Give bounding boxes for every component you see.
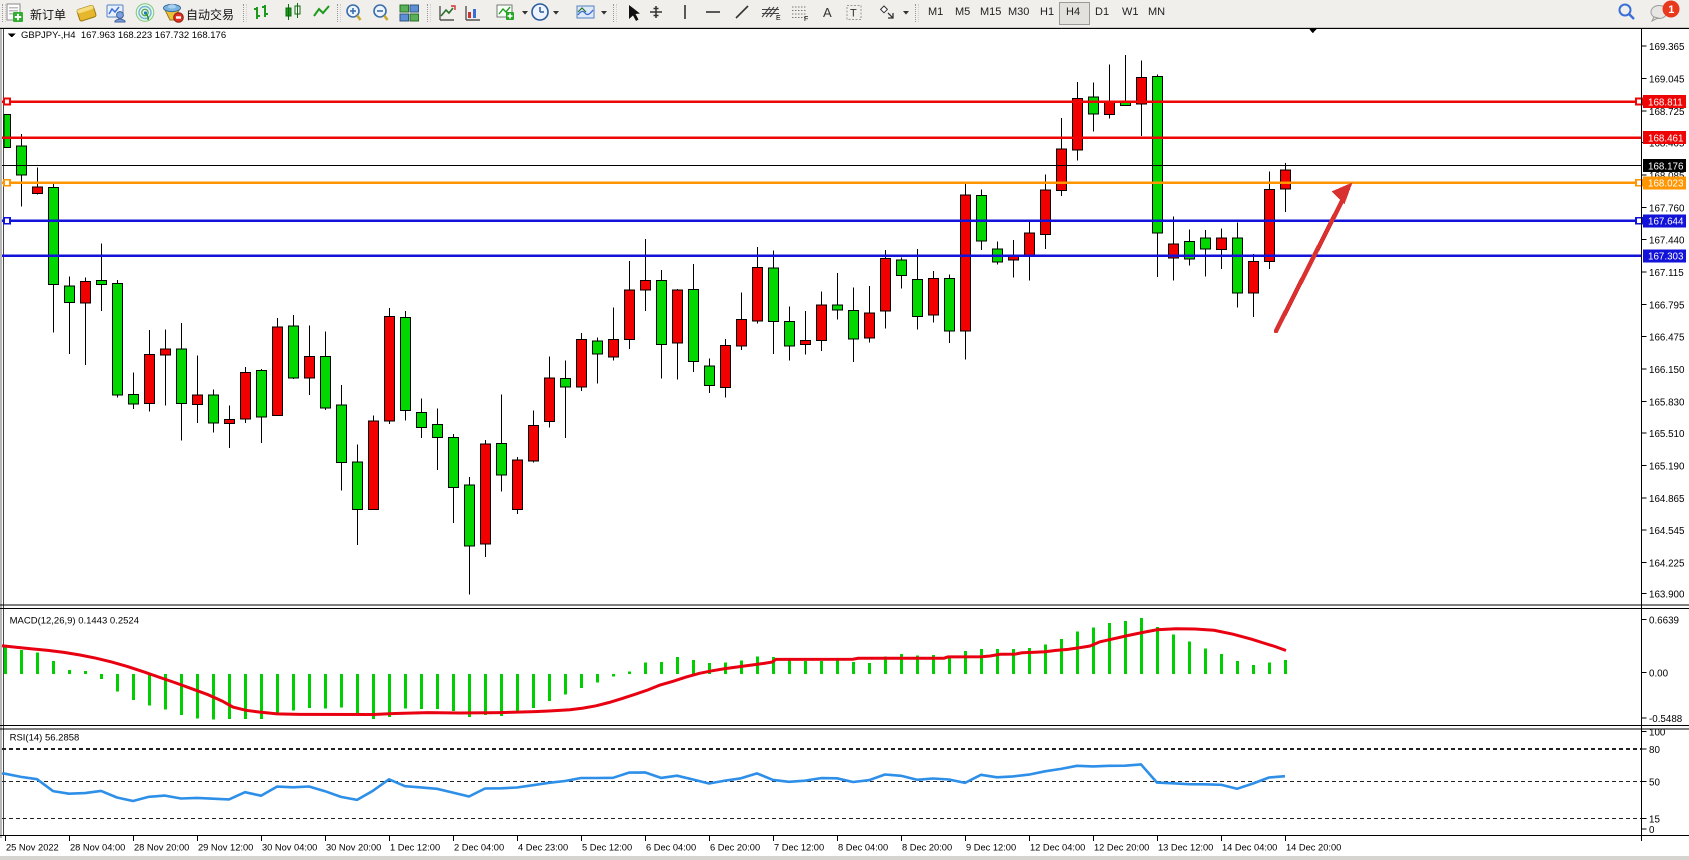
svg-text:165.830: 165.830 [1649, 397, 1685, 408]
svg-text:167.303: 167.303 [1648, 252, 1684, 263]
svg-text:165.510: 165.510 [1649, 429, 1685, 440]
svg-text:1: 1 [1668, 4, 1674, 16]
svg-text:6 Dec 04:00: 6 Dec 04:00 [646, 843, 696, 853]
svg-text:167.115: 167.115 [1649, 268, 1684, 279]
svg-text:167.644: 167.644 [1648, 217, 1684, 228]
svg-text:168.023: 168.023 [1648, 179, 1684, 190]
svg-text:168.725: 168.725 [1649, 107, 1685, 118]
svg-text:F: F [804, 16, 808, 23]
svg-text:MACD(12,26,9) 0.1443 0.2524: MACD(12,26,9) 0.1443 0.2524 [10, 616, 139, 627]
svg-text:164.225: 164.225 [1649, 559, 1685, 570]
svg-text:2 Dec 04:00: 2 Dec 04:00 [454, 843, 504, 853]
svg-text:9 Dec 12:00: 9 Dec 12:00 [966, 843, 1016, 853]
svg-text:29 Nov 12:00: 29 Nov 12:00 [198, 843, 253, 853]
svg-text:28 Nov 20:00: 28 Nov 20:00 [134, 843, 189, 853]
svg-text:168.176: 168.176 [1648, 161, 1684, 172]
svg-text:12 Dec 20:00: 12 Dec 20:00 [1094, 843, 1149, 853]
svg-text:15: 15 [1649, 814, 1660, 825]
svg-text:166.475: 166.475 [1649, 332, 1685, 343]
svg-text:169.045: 169.045 [1649, 74, 1685, 85]
svg-text:1 Dec 12:00: 1 Dec 12:00 [390, 843, 440, 853]
svg-text:0.00: 0.00 [1649, 669, 1669, 680]
svg-text:14 Dec 20:00: 14 Dec 20:00 [1286, 843, 1341, 853]
svg-text:GBPJPY-,H4 167.963 168.223 16: GBPJPY-,H4 167.963 168.223 167.732 168.1… [21, 30, 226, 41]
svg-text:8 Dec 04:00: 8 Dec 04:00 [838, 843, 888, 853]
svg-text:168.461: 168.461 [1648, 133, 1683, 144]
svg-text:0: 0 [1649, 825, 1655, 836]
svg-text:5 Dec 12:00: 5 Dec 12:00 [582, 843, 632, 853]
svg-text:28 Nov 04:00: 28 Nov 04:00 [70, 843, 125, 853]
svg-text:7 Dec 12:00: 7 Dec 12:00 [774, 843, 824, 853]
svg-text:8 Dec 20:00: 8 Dec 20:00 [902, 843, 952, 853]
svg-text:50: 50 [1649, 777, 1660, 788]
svg-text:13 Dec 12:00: 13 Dec 12:00 [1158, 843, 1213, 853]
svg-text:25 Nov 2022: 25 Nov 2022 [6, 843, 59, 853]
svg-text:-0.5488: -0.5488 [1649, 714, 1683, 725]
svg-text:169.365: 169.365 [1649, 42, 1685, 53]
svg-text:4 Dec 23:00: 4 Dec 23:00 [518, 843, 568, 853]
svg-text:163.900: 163.900 [1649, 590, 1685, 601]
svg-text:6 Dec 20:00: 6 Dec 20:00 [710, 843, 760, 853]
svg-text:RSI(14) 56.2858: RSI(14) 56.2858 [10, 733, 80, 744]
svg-text:165.190: 165.190 [1649, 462, 1685, 473]
svg-text:168.811: 168.811 [1648, 97, 1683, 108]
svg-text:12 Dec 04:00: 12 Dec 04:00 [1030, 843, 1085, 853]
svg-text:167.760: 167.760 [1649, 204, 1685, 215]
svg-text:166.795: 166.795 [1649, 301, 1685, 312]
svg-text:80: 80 [1649, 745, 1660, 756]
svg-text:14 Dec 04:00: 14 Dec 04:00 [1222, 843, 1277, 853]
svg-text:168.405: 168.405 [1649, 139, 1685, 150]
svg-text:167.440: 167.440 [1649, 236, 1685, 247]
svg-text:0.6639: 0.6639 [1649, 616, 1679, 627]
svg-text:166.150: 166.150 [1649, 365, 1685, 376]
svg-text:100: 100 [1649, 728, 1666, 739]
svg-text:T: T [850, 8, 857, 20]
svg-text:30 Nov 20:00: 30 Nov 20:00 [326, 843, 381, 853]
svg-text:A: A [823, 5, 832, 20]
svg-text:164.545: 164.545 [1649, 526, 1685, 537]
svg-text:30 Nov 04:00: 30 Nov 04:00 [262, 843, 317, 853]
svg-text:E: E [776, 15, 781, 22]
svg-text:164.865: 164.865 [1649, 494, 1685, 505]
